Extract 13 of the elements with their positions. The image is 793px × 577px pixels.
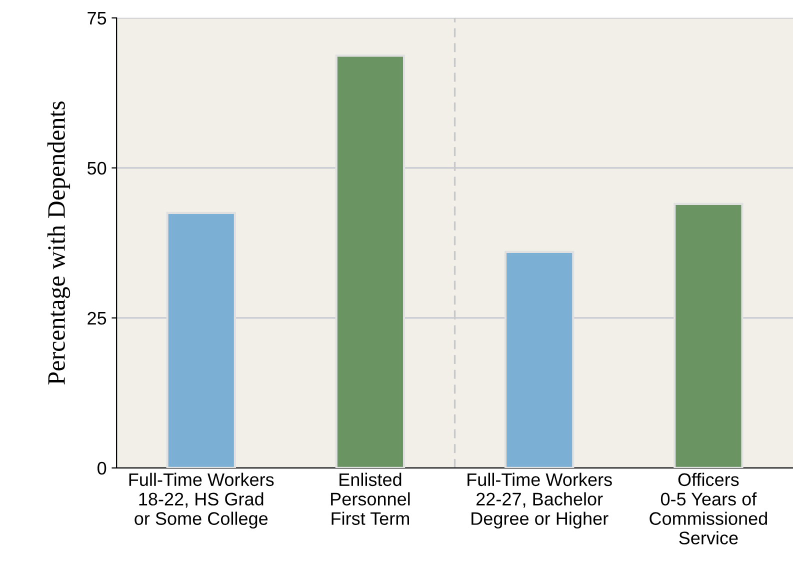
y-tick-label: 0 (98, 462, 106, 475)
y-axis-title: Percentage with Dependents (47, 102, 70, 385)
y-tick-label: 25 (88, 312, 106, 325)
bar (504, 250, 574, 468)
bar (166, 212, 236, 468)
x-tick-label: Enlisted Personnel First Term (331, 472, 410, 525)
y-tick-label: 75 (88, 12, 106, 25)
y-tick-label: 50 (87, 162, 106, 175)
x-tick-label: Officers 0-5 Years of Commissioned Service (650, 472, 767, 544)
x-tick-label: Full-Time Workers 22-27, Bachelor Degree or Higher (468, 472, 612, 529)
bar (674, 202, 744, 468)
bar (335, 54, 406, 468)
x-tick-label: Full-Time Workers 18-22, HS Grad or Some College (129, 472, 274, 529)
